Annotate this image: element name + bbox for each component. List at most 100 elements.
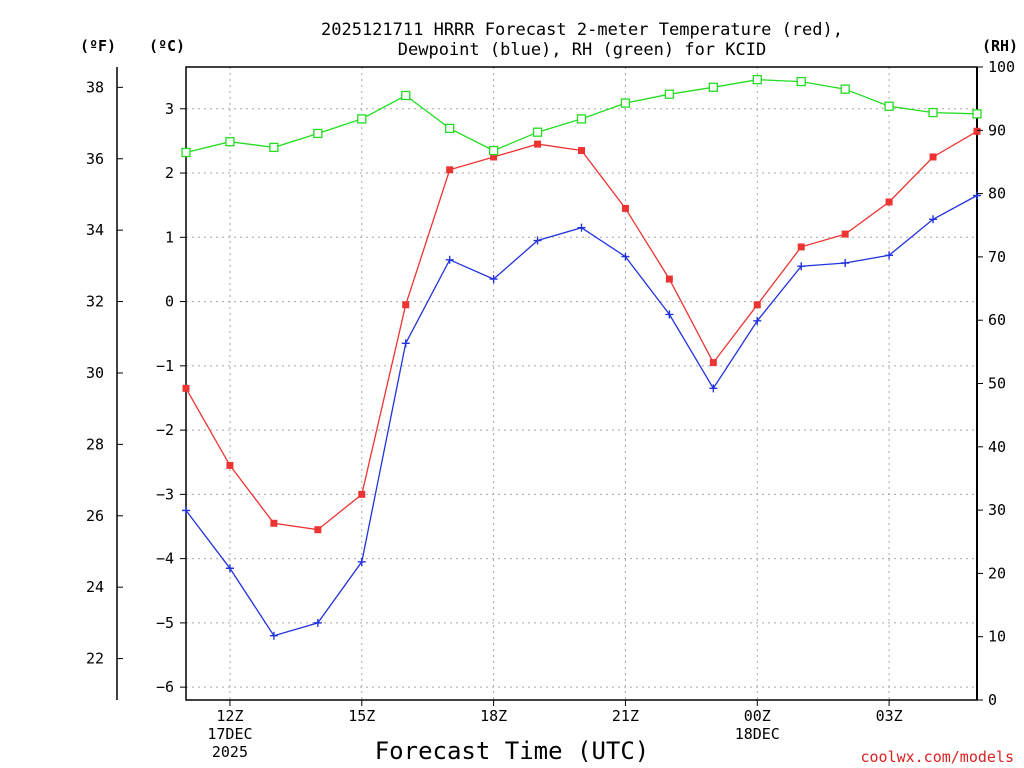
rh-point [313, 128, 323, 139]
dewpoint-point [533, 236, 542, 245]
temperature-point [402, 301, 410, 309]
temperature-point [753, 301, 761, 309]
dewpoint-point [621, 252, 630, 261]
dewpoint-point [753, 316, 762, 325]
x-tick-label: 18Z [480, 707, 507, 725]
dewpoint-point [797, 262, 806, 271]
temperature-point [446, 166, 454, 174]
x-tick-label: 03Z [876, 707, 903, 725]
temperature-point [226, 461, 234, 469]
celsius-tick-label: 1 [165, 228, 174, 246]
axes [116, 66, 978, 701]
celsius-tick-label: −5 [156, 614, 174, 632]
temperature-point [885, 198, 893, 206]
dewpoint-point [357, 557, 366, 566]
fahrenheit-tick-label: 26 [86, 507, 104, 525]
x-tick-label: 17DEC [207, 725, 252, 743]
temperature-point [358, 490, 366, 498]
rh-point [532, 127, 543, 137]
rh-point [225, 137, 235, 147]
dewpoint-point [929, 215, 938, 224]
rh-tick-label: 30 [988, 501, 1006, 519]
rh-point [269, 142, 279, 153]
grid-lines [186, 67, 977, 700]
temperature-point [490, 153, 498, 161]
data-series [181, 75, 982, 640]
rh-point [488, 145, 499, 156]
rh-tick-label: 10 [988, 628, 1006, 646]
x-axis-title: Forecast Time (UTC) [375, 737, 650, 765]
dewpoint-point [445, 255, 454, 264]
rh-tick-label: 60 [988, 311, 1006, 329]
rh-point [445, 123, 455, 134]
rh-series [181, 75, 982, 158]
temperature-point [534, 140, 542, 148]
dewpoint-point [269, 631, 278, 640]
dewpoint-point [313, 618, 322, 627]
celsius-tick-label: −3 [156, 485, 174, 503]
rh-point [708, 82, 718, 92]
fahrenheit-tick-label: 36 [86, 150, 104, 168]
rh-tick-label: 0 [988, 691, 997, 709]
x-tick-label: 2025 [212, 743, 248, 761]
dewpoint-point [182, 506, 190, 515]
rh-point [796, 76, 806, 87]
temperature-point [973, 127, 981, 135]
temperature-point [665, 275, 673, 283]
rh-tick-label: 50 [988, 375, 1006, 393]
celsius-tick-label: 2 [165, 164, 174, 182]
rh-point [401, 90, 411, 101]
dewpoint-point [665, 310, 674, 319]
temperature-point [709, 359, 717, 367]
temperature-line [185, 130, 978, 531]
rh-point [576, 114, 587, 124]
temperature-point [578, 147, 585, 155]
x-tick-label: 15Z [348, 707, 375, 725]
credit-label[interactable]: coolwx.com/models [860, 748, 1014, 766]
dewpoint-point [225, 564, 234, 573]
dewpoint-point [973, 191, 981, 200]
rh-point [181, 147, 191, 158]
chart-title: 2025121711 HRRR Forecast 2-meter Tempera… [321, 20, 843, 60]
temperature-point [797, 243, 805, 251]
celsius-tick-label: −4 [156, 550, 174, 568]
dewpoint-point [841, 259, 850, 268]
celsius-tick-label: −1 [156, 357, 174, 375]
dewpoint-series [182, 191, 981, 640]
x-tick-label: 00Z [744, 707, 771, 725]
fahrenheit-tick-label: 24 [86, 578, 104, 596]
rh-tick-label: 20 [988, 564, 1006, 582]
x-tick-label: 18DEC [735, 725, 780, 743]
fahrenheit-tick-label: 22 [86, 650, 104, 668]
rh-point [928, 107, 938, 118]
rh-point [972, 109, 982, 119]
temperature-point [929, 153, 937, 161]
rh-tick-label: 90 [988, 121, 1006, 139]
celsius-tick-label: 3 [165, 100, 174, 118]
rh-unit-label: (RH) [982, 37, 1018, 55]
temperature-point [182, 384, 190, 392]
rh-point [664, 89, 675, 99]
rh-point [840, 84, 850, 94]
dewpoint-line [185, 194, 978, 637]
fahrenheit-tick-label: 38 [86, 78, 104, 96]
fahrenheit-tick-label: 28 [86, 435, 104, 453]
dewpoint-point [489, 275, 498, 284]
temperature-point [841, 230, 849, 238]
temperature-series [182, 127, 981, 534]
rh-point [357, 114, 367, 124]
rh-tick-label: 40 [988, 438, 1006, 456]
temperature-point [314, 526, 322, 534]
chart-title-line-1: 2025121711 HRRR Forecast 2-meter Tempera… [321, 20, 843, 40]
dewpoint-point [885, 251, 894, 260]
fahrenheit-tick-label: 34 [86, 221, 104, 239]
rh-tick-label: 80 [988, 185, 1006, 203]
tick-labels: 222426283032343638−6−5−4−3−2−10123010203… [86, 58, 1015, 761]
celsius-tick-label: −2 [156, 421, 174, 439]
fahrenheit-tick-label: 32 [86, 293, 104, 311]
x-tick-label: 12Z [216, 707, 243, 725]
plot-frame [185, 66, 978, 701]
rh-point [752, 75, 762, 85]
celsius-unit-label: (ºC) [149, 37, 185, 55]
